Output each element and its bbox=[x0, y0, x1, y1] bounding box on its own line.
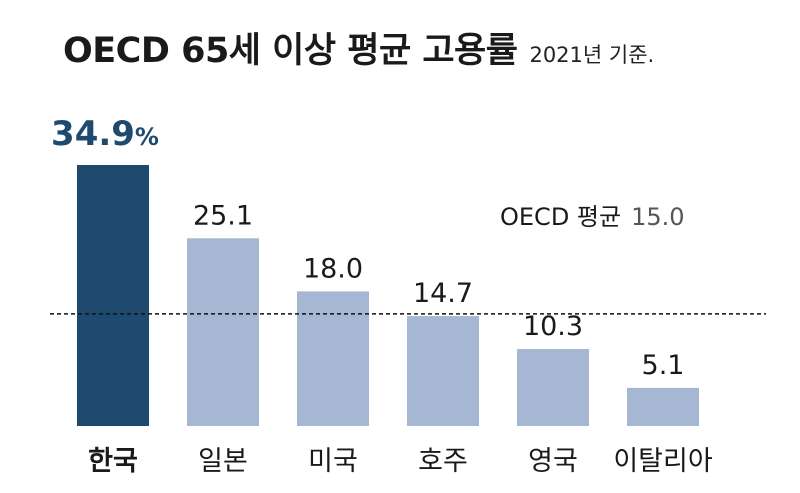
category-label-3: 호주 bbox=[418, 446, 468, 477]
oecd-average-label: OECD 평균 15.0 bbox=[500, 203, 685, 231]
value-label-5: 5.1 bbox=[642, 350, 685, 381]
chart-subtitle: 2021년 기준. bbox=[529, 43, 655, 67]
category-label-1: 일본 bbox=[198, 446, 248, 477]
bar-0 bbox=[77, 165, 149, 426]
value-label-3: 14.7 bbox=[413, 278, 473, 309]
bar-2 bbox=[297, 291, 369, 426]
value-label-4: 10.3 bbox=[523, 311, 583, 342]
oecd-average-value: 15.0 bbox=[631, 203, 684, 231]
bar-3 bbox=[407, 316, 479, 426]
category-label-4: 영국 bbox=[528, 446, 578, 477]
bar-1 bbox=[187, 238, 259, 426]
value-label-0: 34.9% bbox=[51, 114, 159, 154]
value-label-1: 25.1 bbox=[193, 200, 253, 231]
category-label-2: 미국 bbox=[308, 446, 358, 477]
bar-4 bbox=[517, 348, 589, 426]
bar-5 bbox=[627, 387, 699, 426]
oecd-average-name: OECD 평균 bbox=[500, 203, 621, 231]
value-unit: % bbox=[135, 123, 159, 151]
category-label-5: 이탈리아 bbox=[613, 446, 713, 477]
value-label-2: 18.0 bbox=[303, 253, 363, 284]
chart-title-block: OECD 65세 이상 평균 고용률 2021년 기준. bbox=[63, 22, 654, 73]
chart-title: OECD 65세 이상 평균 고용률 bbox=[63, 31, 518, 71]
category-label-0: 한국 bbox=[88, 446, 138, 477]
